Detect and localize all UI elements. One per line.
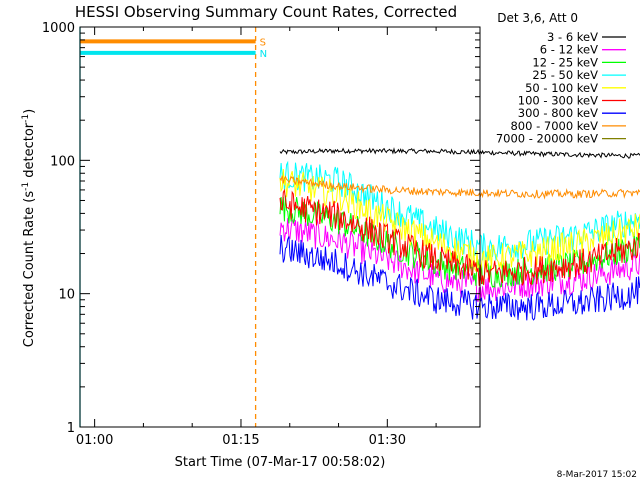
legend-entry-label: 12 - 25 keV <box>532 55 598 69</box>
y-axis-label: Corrected Count Rate (s-1 detector-1) <box>21 109 37 347</box>
y-tick-label: 1000 <box>42 21 75 36</box>
y-tick-label: 100 <box>50 154 75 169</box>
x-axis-ticks: 01:00 01:15 01:30 <box>76 27 437 448</box>
legend-entry-label: 800 - 7000 keV <box>510 119 598 133</box>
legend-entry-label: 3 - 6 keV <box>547 30 598 44</box>
legend-entry-label: 6 - 12 keV <box>540 43 598 57</box>
plot-frame <box>79 26 481 428</box>
saa-label: S <box>260 37 266 48</box>
series-line <box>279 235 640 321</box>
x-axis-label: Start Time (07-Mar-17 00:58:02) <box>175 455 386 470</box>
legend-title: Det 3,6, Att 0 <box>497 11 578 25</box>
series-line <box>279 160 640 262</box>
y-tick-label: 1 <box>67 421 75 436</box>
chart-title: HESSI Observing Summary Count Rates, Cor… <box>75 3 457 21</box>
night-label: N <box>260 49 267 60</box>
y-axis-ticks: 1 10 100 1000 <box>42 21 480 436</box>
series-line <box>279 188 640 286</box>
x-tick-label: 01:15 <box>222 433 259 448</box>
x-tick-label: 01:00 <box>76 433 113 448</box>
series-line <box>279 147 640 159</box>
legend-entry-label: 50 - 100 keV <box>525 81 598 95</box>
series-line <box>279 195 640 288</box>
series-line <box>279 218 640 303</box>
date-stamp: 8-Mar-2017 15:02 <box>557 470 637 480</box>
y-tick-label: 10 <box>58 288 75 303</box>
legend-entry-label: 300 - 800 keV <box>518 106 598 120</box>
legend-entry-label: 7000 - 20000 keV <box>496 132 598 146</box>
curves-group <box>279 147 640 321</box>
x-tick-label: 01:30 <box>369 433 406 448</box>
series-line <box>279 168 640 274</box>
series-line <box>279 175 640 200</box>
legend-entry-label: 25 - 50 keV <box>532 68 598 82</box>
legend-entry-label: 100 - 300 keV <box>518 94 598 108</box>
